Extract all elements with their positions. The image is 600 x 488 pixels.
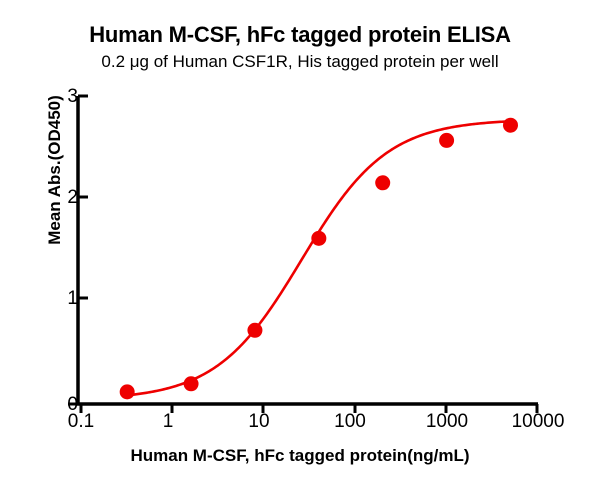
data-point [120, 384, 135, 399]
plot-area-svg [0, 0, 600, 488]
data-point [503, 118, 518, 133]
fit-curve [127, 121, 510, 395]
data-point [439, 133, 454, 148]
data-point [311, 231, 326, 246]
data-point [184, 376, 199, 391]
data-point [375, 175, 390, 190]
data-point [247, 323, 262, 338]
data-point-markers [120, 118, 518, 400]
elisa-chart-figure: Human M-CSF, hFc tagged protein ELISA 0.… [0, 0, 600, 488]
